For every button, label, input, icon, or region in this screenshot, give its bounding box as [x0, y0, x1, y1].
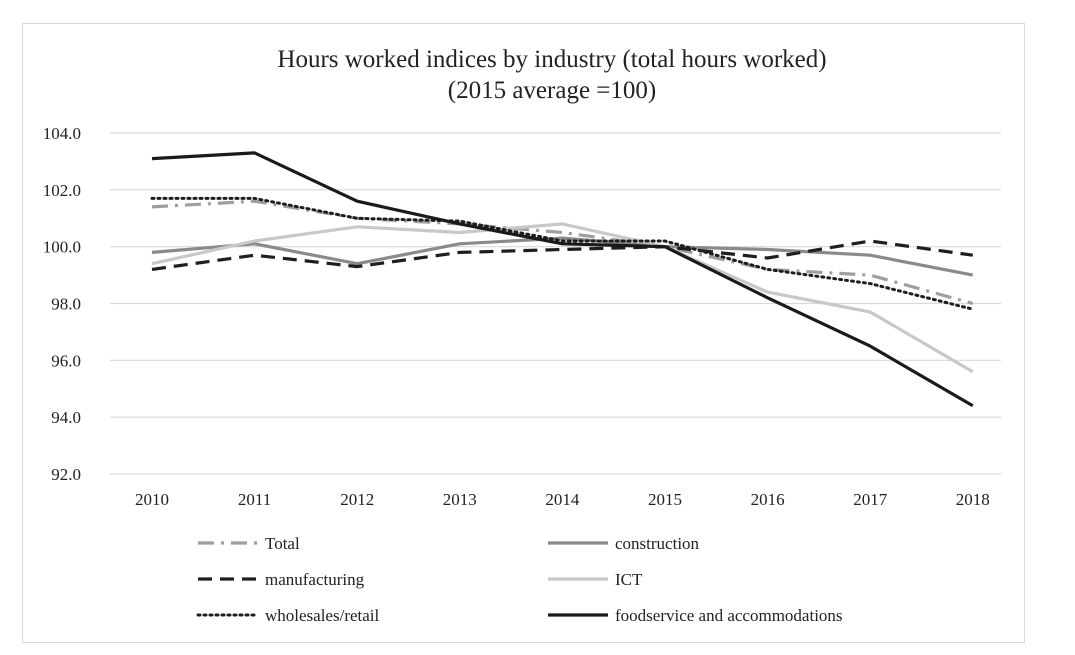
legend-label-4: wholesales/retail: [265, 606, 380, 625]
x-tick-label: 2012: [340, 490, 374, 509]
y-tick-label: 100.0: [43, 238, 81, 257]
x-tick-label: 2014: [545, 490, 580, 509]
chart-subtitle: (2015 average =100): [448, 77, 656, 104]
series-line-3: [151, 222, 974, 374]
x-axis-ticks: 2010 2011 2012 2013 2014 2015 2016 2017 2018: [135, 490, 990, 509]
series-line-4: [150, 196, 975, 311]
series-line-2: [151, 239, 974, 271]
legend-label-1: construction: [615, 534, 700, 553]
legend-label-2: manufacturing: [265, 570, 365, 589]
legend-label-3: ICT: [615, 570, 643, 589]
legend-label-0: Total: [265, 534, 300, 553]
series-lines: [150, 151, 975, 408]
series-line-1: [151, 236, 974, 277]
line-chart: Hours worked indices by industry (total …: [43, 46, 1001, 625]
x-tick-label: 2010: [135, 490, 169, 509]
y-tick-label: 104.0: [43, 124, 81, 143]
grid-lines: [110, 132, 1001, 475]
y-tick-label: 94.0: [51, 408, 81, 427]
y-tick-label: 98.0: [51, 295, 81, 314]
chart-frame: Hours worked indices by industry (total …: [22, 23, 1025, 643]
series-line-0: [151, 199, 974, 306]
legend: Total construction manufacturing ICT wholesa…: [196, 534, 843, 625]
y-tick-label: 102.0: [43, 181, 81, 200]
x-tick-label: 2013: [443, 490, 477, 509]
x-tick-label: 2018: [956, 490, 990, 509]
y-axis-ticks: 92.0 94.0 96.0 98.0 100.0 102.0 104.0: [43, 124, 81, 484]
chart-title: Hours worked indices by industry (total …: [277, 46, 826, 73]
series-line-5: [151, 151, 974, 408]
x-tick-label: 2011: [238, 490, 271, 509]
x-tick-label: 2015: [648, 490, 682, 509]
y-tick-label: 96.0: [51, 351, 81, 370]
y-tick-label: 92.0: [51, 465, 81, 484]
x-tick-label: 2017: [853, 490, 888, 509]
x-tick-label: 2016: [751, 490, 785, 509]
legend-label-5: foodservice and accommodations: [615, 606, 843, 625]
